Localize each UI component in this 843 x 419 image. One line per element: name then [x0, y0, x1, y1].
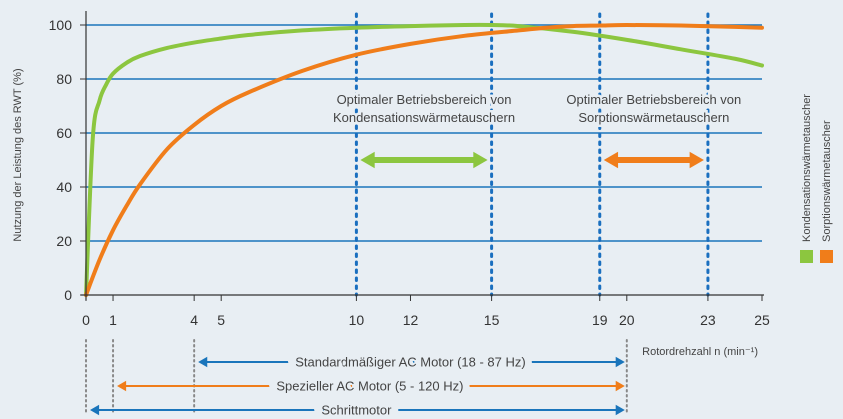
legend-label-1: Kondensationswärmetauscher [801, 94, 813, 242]
x-tick-25: 25 [754, 312, 770, 328]
x-tick-1: 1 [109, 312, 117, 328]
y-axis-label: Nutzung der Leistung des RWT (%) [12, 68, 24, 241]
annotation-1-arrow-head-right [473, 151, 488, 169]
series-line-1 [84, 22, 764, 297]
motor-3-arrow-head-right [615, 404, 625, 416]
series-lines [84, 22, 764, 297]
y-tick-100: 100 [49, 17, 73, 33]
x-tick-19: 19 [592, 312, 608, 328]
annotation-2-line-2: Sorptionswärmetauschern [578, 110, 729, 125]
motor-2-arrow-head-right [615, 380, 625, 392]
legend-swatch-1 [800, 250, 813, 263]
x-tick-4: 4 [190, 312, 198, 328]
motor-ranges: Standardmäßiger AC Motor (18 - 87 Hz) Spe… [85, 339, 628, 419]
annotation-1-arrow-head-left [360, 151, 375, 169]
y-tick-40: 40 [56, 179, 72, 195]
legend-swatch-2 [820, 250, 833, 263]
legend: Kondensationswärmetauscher Sorptionswärme… [800, 94, 833, 263]
annotation-1-line-2: Kondensationswärmetauschern [333, 110, 515, 125]
x-tick-12: 12 [403, 312, 419, 328]
motor-1-label: Standardmäßiger AC Motor (18 - 87 Hz) [295, 355, 525, 370]
x-tick-20: 20 [619, 312, 635, 328]
x-tick-5: 5 [217, 312, 225, 328]
range-lines [354, 12, 710, 297]
y-tick-60: 60 [56, 125, 72, 141]
x-axis-label: Rotordrehzahl n (min⁻¹) [642, 346, 758, 358]
annotation-2-line-1: Optimaler Betriebsbereich von [566, 92, 741, 107]
y-tick-0: 0 [64, 287, 72, 303]
motor-1-arrow-head-left [198, 356, 208, 368]
annotations: Optimaler Betriebsbereich von Kondensatio… [330, 90, 744, 169]
y-tick-80: 80 [56, 71, 72, 87]
x-tick-15: 15 [484, 312, 500, 328]
y-tick-20: 20 [56, 233, 72, 249]
annotation-1-line-1: Optimaler Betriebsbereich von [337, 92, 512, 107]
motor-2-arrow-head-left [117, 380, 127, 392]
series-line-2 [84, 23, 764, 297]
x-tick-23: 23 [700, 312, 716, 328]
motor-1-arrow-head-right [615, 356, 625, 368]
legend-label-2: Sorptionswärmetauscher [821, 120, 833, 242]
tick-labels: 0 20 40 60 80 100 0 1 4 5 10 12 15 19 20 23 25 [49, 17, 770, 328]
motor-3-arrow-head-left [90, 404, 100, 416]
annotation-2-arrow-head-left [603, 151, 619, 169]
x-tick-0: 0 [82, 312, 90, 328]
axes [80, 11, 764, 301]
motor-3-label: Schrittmotor [321, 403, 392, 418]
motor-2-label: Spezieller AC Motor (5 - 120 Hz) [276, 379, 463, 394]
x-tick-10: 10 [349, 312, 365, 328]
annotation-2-arrow-head-right [689, 151, 704, 169]
